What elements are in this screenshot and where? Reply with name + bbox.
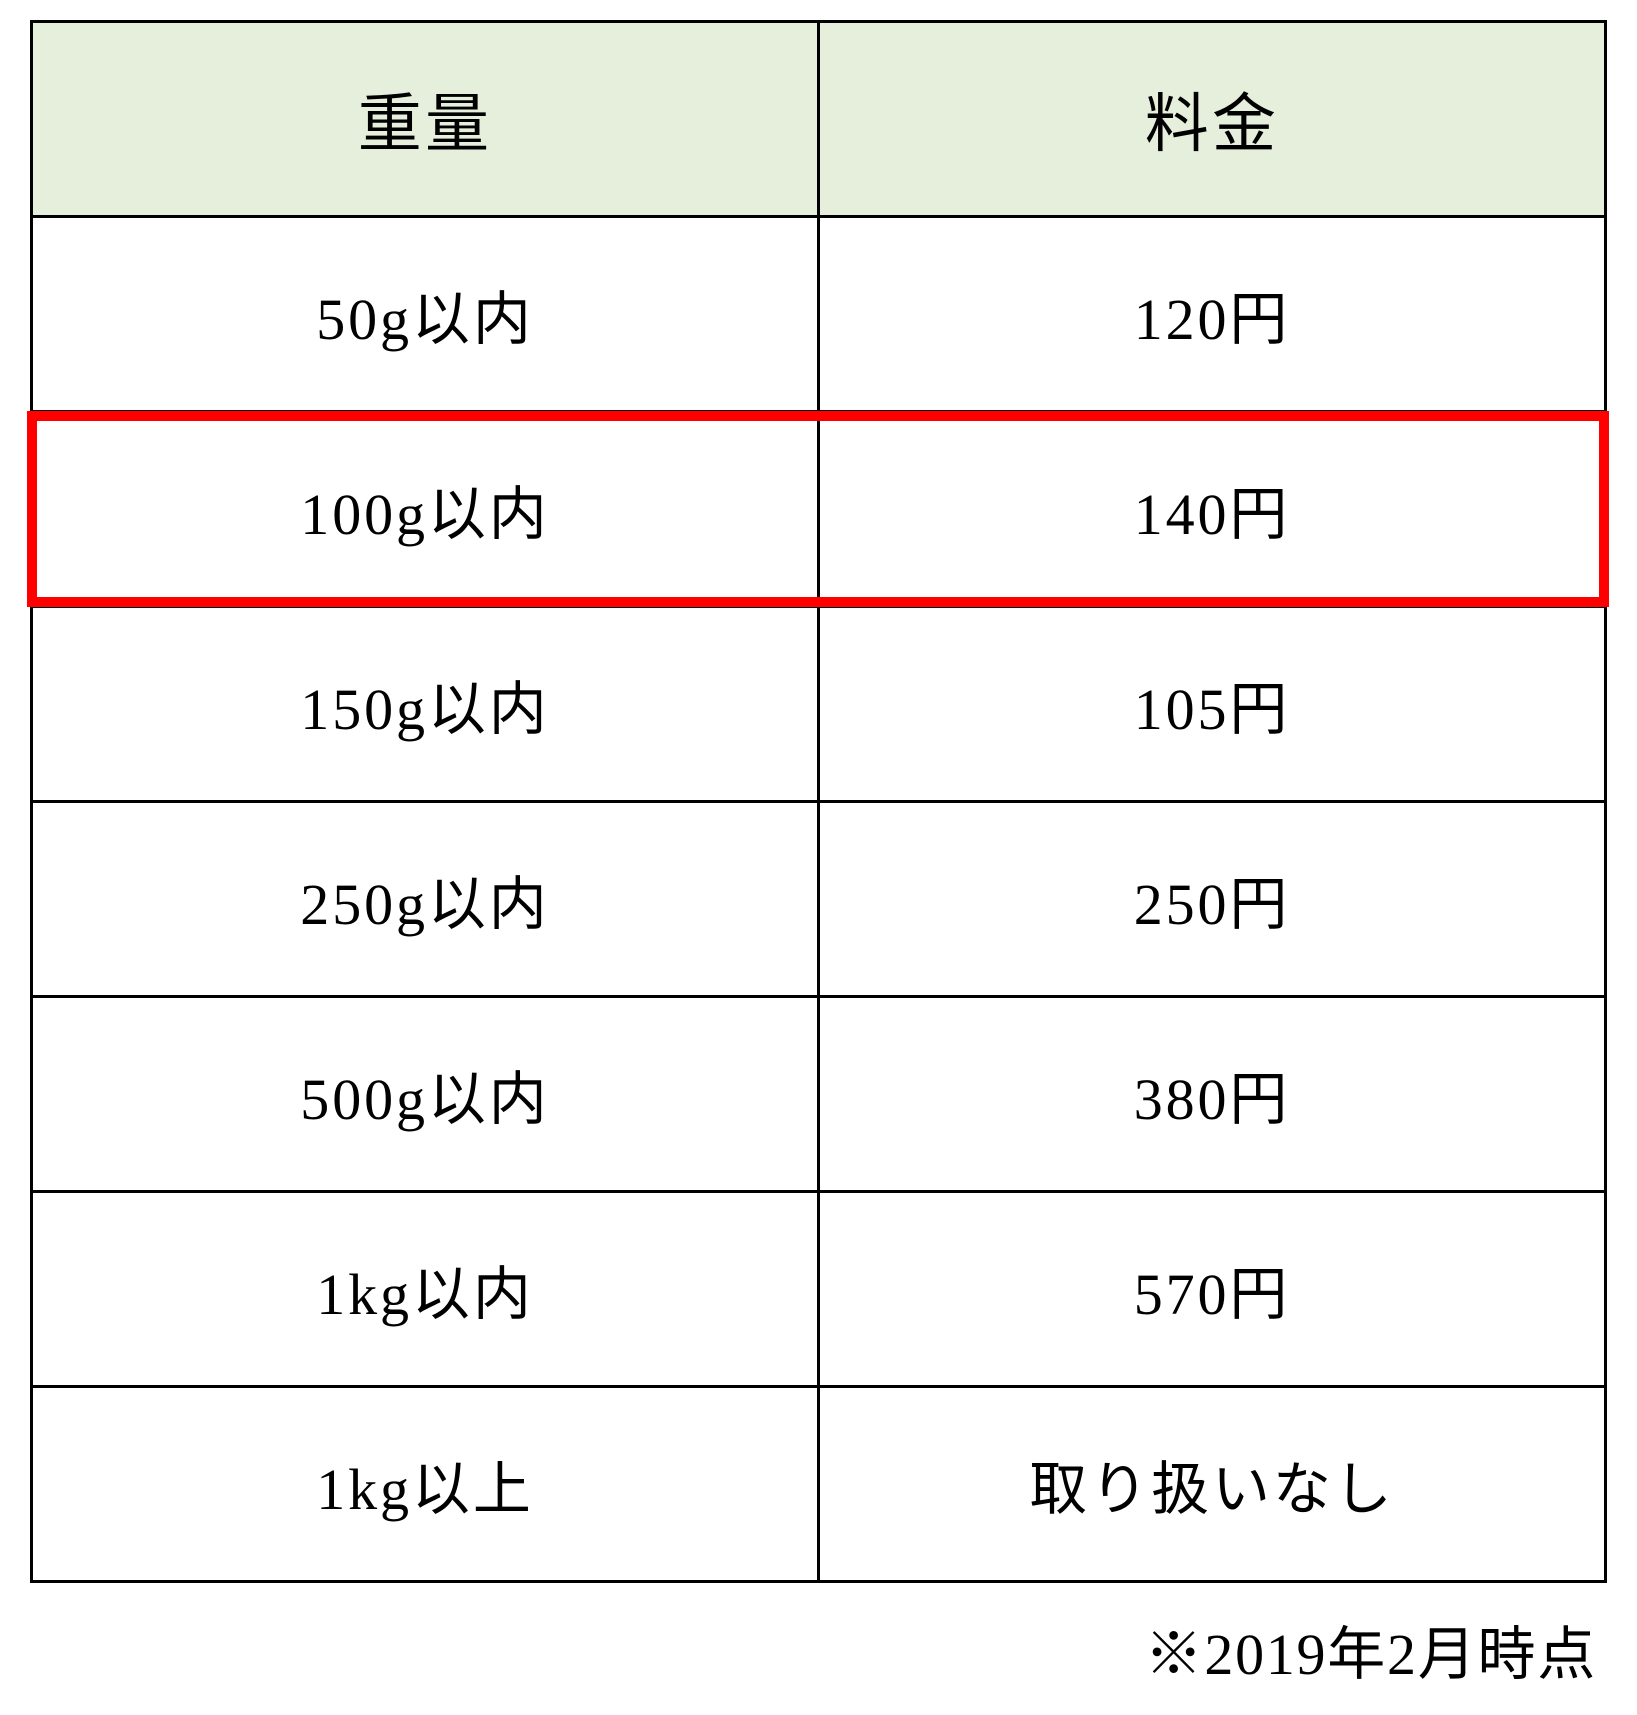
cell-price: 140円	[819, 412, 1606, 607]
table-row: 150g以内 105円	[32, 607, 1606, 802]
cell-weight: 500g以内	[32, 997, 819, 1192]
table-row: 1kg以上 取り扱いなし	[32, 1387, 1606, 1582]
price-table: 重量 料金 50g以内 120円 100g以内 140円 150g以内 105円…	[30, 20, 1607, 1583]
cell-price: 120円	[819, 217, 1606, 412]
cell-price: 105円	[819, 607, 1606, 802]
table-row-highlighted: 100g以内 140円	[32, 412, 1606, 607]
table-row: 1kg以内 570円	[32, 1192, 1606, 1387]
page-container: 重量 料金 50g以内 120円 100g以内 140円 150g以内 105円…	[0, 0, 1637, 1691]
cell-weight: 100g以内	[32, 412, 819, 607]
cell-weight: 150g以内	[32, 607, 819, 802]
footnote: ※2019年2月時点	[30, 1607, 1607, 1691]
table-row: 500g以内 380円	[32, 997, 1606, 1192]
table-row: 250g以内 250円	[32, 802, 1606, 997]
cell-price: 250円	[819, 802, 1606, 997]
col-header-weight: 重量	[32, 22, 819, 217]
cell-price: 取り扱いなし	[819, 1387, 1606, 1582]
cell-weight: 1kg以内	[32, 1192, 819, 1387]
table-header-row: 重量 料金	[32, 22, 1606, 217]
cell-weight: 1kg以上	[32, 1387, 819, 1582]
col-header-price: 料金	[819, 22, 1606, 217]
cell-weight: 250g以内	[32, 802, 819, 997]
cell-weight: 50g以内	[32, 217, 819, 412]
table-row: 50g以内 120円	[32, 217, 1606, 412]
cell-price: 570円	[819, 1192, 1606, 1387]
cell-price: 380円	[819, 997, 1606, 1192]
